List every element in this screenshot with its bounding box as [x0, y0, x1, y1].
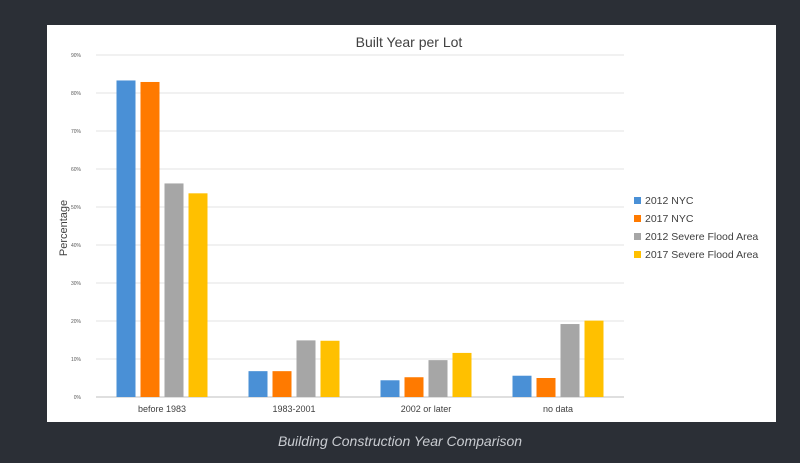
bar [584, 320, 604, 397]
y-tick-label: 20% [71, 319, 82, 325]
y-tick-label: 60% [71, 167, 82, 173]
chart-panel: Built Year per Lot Percentage 0% 10% 20% 30… [47, 25, 776, 422]
bar [116, 80, 136, 398]
chart-title: Built Year per Lot [356, 34, 463, 50]
bars [116, 80, 604, 398]
bar [560, 324, 580, 397]
figure-caption: Building Construction Year Comparison [277, 433, 523, 449]
y-tick-label: 0% [74, 395, 82, 401]
bar [512, 375, 532, 397]
bar [536, 378, 556, 397]
bar-chart: Built Year per Lot Percentage 0% 10% 20% 30… [58, 34, 758, 414]
legend-swatch [634, 233, 641, 240]
y-tick-label: 90% [71, 53, 82, 59]
bar [320, 340, 340, 397]
legend-swatch [634, 251, 641, 258]
bar [140, 81, 160, 398]
bar [188, 193, 208, 397]
bar [404, 377, 424, 397]
gridlines: 0% 10% 20% 30% 40% 50% 60% 70% 80% 90% [71, 53, 624, 401]
bar [428, 360, 448, 397]
legend-label: 2017 Severe Flood Area [645, 249, 758, 261]
y-tick-label: 40% [71, 243, 82, 249]
x-tick-label: before 1983 [138, 404, 186, 414]
y-tick-label: 10% [71, 357, 82, 363]
legend-label: 2012 Severe Flood Area [645, 231, 758, 243]
y-axis-label: Percentage [58, 200, 70, 256]
legend-label: 2017 NYC [645, 213, 694, 225]
bar [248, 371, 268, 397]
legend-swatch [634, 197, 641, 204]
y-tick-label: 50% [71, 205, 82, 211]
legend-swatch [634, 215, 641, 222]
legend: 2012 NYC 2017 NYC 2012 Severe Flood Area 20… [634, 195, 758, 261]
y-tick-label: 30% [71, 281, 82, 287]
bar [452, 352, 472, 397]
bar [380, 380, 400, 397]
bar [164, 183, 184, 397]
bar [296, 340, 316, 397]
x-tick-label: 1983-2001 [272, 404, 315, 414]
x-tick-label: 2002 or later [401, 404, 452, 414]
y-tick-label: 70% [71, 129, 82, 135]
y-tick-label: 80% [71, 91, 82, 97]
bar [272, 371, 292, 397]
x-tick-labels: before 1983 1983-2001 2002 or later no data [138, 404, 573, 414]
x-tick-label: no data [543, 404, 573, 414]
legend-label: 2012 NYC [645, 195, 694, 207]
